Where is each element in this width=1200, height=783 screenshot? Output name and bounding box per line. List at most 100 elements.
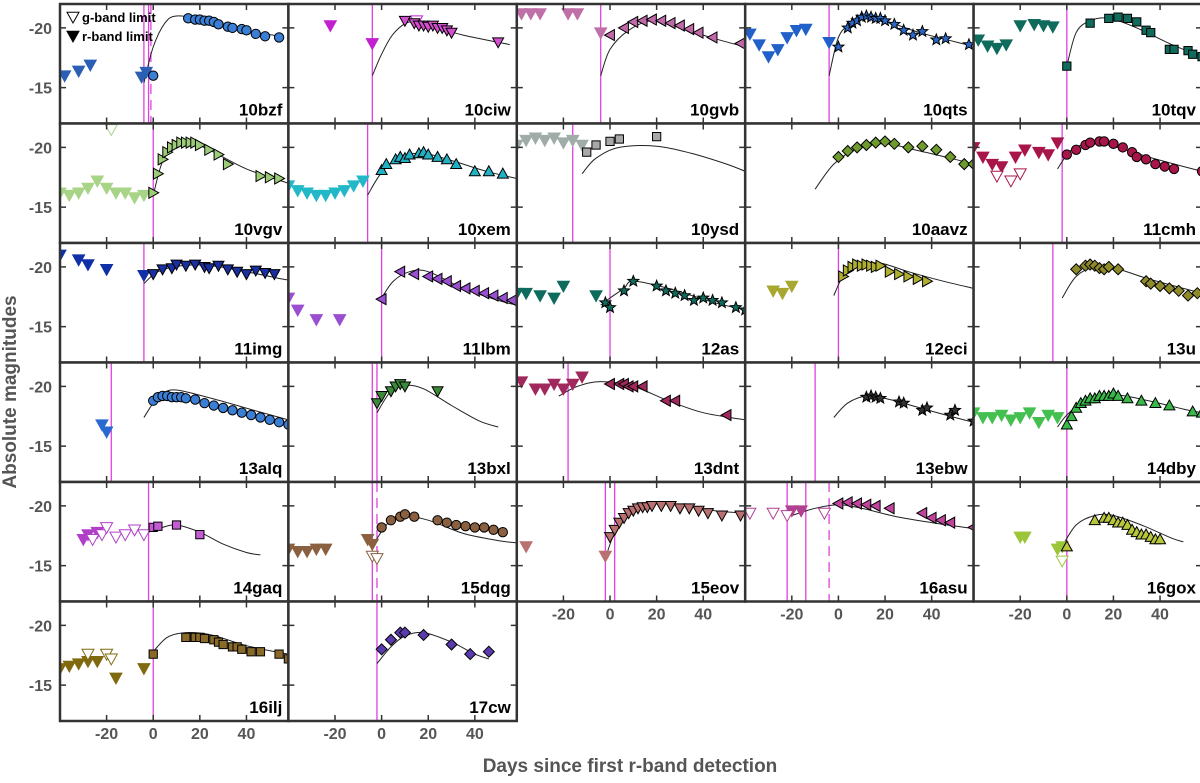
detection-marker: [240, 269, 253, 281]
x-tick-label: 40: [923, 607, 941, 624]
panel-background: [288, 482, 517, 602]
detection-marker: [431, 150, 444, 162]
panel-10vgv: [60, 123, 289, 243]
detection-marker: [468, 164, 482, 177]
r-band-limit-marker: [780, 32, 795, 45]
detection-marker: [875, 259, 887, 273]
detection-marker: [463, 647, 477, 661]
detection-marker: [603, 28, 615, 42]
detection-marker: [696, 290, 711, 304]
r-band-limit-marker: [533, 8, 547, 21]
r-band-limit-marker: [137, 663, 151, 676]
detection-marker: [1111, 263, 1125, 276]
r-band-limit-marker: [118, 187, 133, 200]
r-band-limit-marker: [556, 383, 571, 396]
detection-marker: [195, 529, 205, 540]
detection-marker: [1117, 142, 1128, 153]
r-band-limit-marker: [109, 187, 123, 200]
r-band-limit-marker: [60, 249, 67, 262]
panel-15dqg: [288, 482, 517, 602]
r-band-limit-marker: [752, 39, 767, 52]
detection-marker: [258, 267, 272, 280]
detection-marker: [894, 267, 906, 281]
panel-12eci: [745, 243, 974, 363]
detection-marker: [486, 289, 499, 302]
detection-marker: [376, 522, 387, 533]
detection-marker: [458, 282, 471, 295]
r-band-limit-marker: [328, 187, 342, 200]
detection-marker: [1085, 18, 1095, 28]
r-band-limit-marker: [71, 65, 86, 78]
r-band-limit-marker: [990, 42, 1004, 56]
r-band-limit-marker: [71, 187, 86, 200]
r-band-limit-marker: [519, 541, 533, 554]
detection-marker: [194, 138, 207, 152]
r-band-limit-marker: [789, 24, 804, 38]
x-tick-label: 40: [1151, 607, 1169, 624]
detection-marker: [496, 167, 510, 179]
panel-10ciw: [288, 4, 517, 124]
r-band-limit-marker: [575, 139, 589, 153]
detection-marker: [241, 25, 252, 36]
g-band-limit-marker: [370, 553, 384, 566]
r-band-limit-marker: [547, 378, 561, 392]
r-band-limit-marker: [137, 269, 151, 283]
y-tick-label: -20: [29, 260, 52, 277]
panel-label: 14gaq: [233, 579, 282, 598]
detection-marker: [906, 27, 920, 41]
panel-16gox: [973, 482, 1200, 602]
detection-marker: [664, 16, 676, 30]
detection-marker: [720, 408, 732, 422]
detection-marker: [888, 137, 901, 151]
g-band-limit-marker: [109, 531, 123, 544]
y-axis-label: Absolute magnitudes: [0, 295, 21, 488]
detection-marker: [887, 17, 902, 31]
detection-marker: [255, 169, 267, 183]
detection-marker: [227, 22, 238, 34]
detection-marker: [677, 288, 692, 302]
detection-marker: [398, 15, 412, 28]
model-curve: [581, 145, 746, 175]
detection-marker: [449, 157, 463, 170]
detection-marker: [255, 412, 266, 423]
panel-13dnt: [516, 362, 746, 482]
panel-background: [745, 123, 974, 243]
r-band-limit-marker: [318, 189, 333, 203]
detection-marker: [199, 633, 210, 644]
detection-marker: [421, 148, 435, 160]
x-tick-label: -20: [780, 607, 803, 624]
panel-background: [288, 601, 517, 721]
g-band-limit-marker: [817, 507, 832, 521]
r-band-limit-marker: [356, 175, 370, 188]
r-band-limit-marker: [318, 543, 333, 556]
detection-marker: [859, 498, 872, 512]
detection-marker: [896, 395, 911, 409]
detection-marker: [1060, 418, 1074, 430]
detection-marker: [152, 167, 165, 181]
detection-marker: [153, 521, 163, 531]
panel-label: 14dby: [1147, 459, 1197, 478]
detection-marker: [236, 407, 247, 418]
legend-r-marker: [66, 30, 80, 44]
detection-marker: [1195, 409, 1200, 418]
x-tick-label: 20: [648, 607, 666, 624]
detection-marker: [1135, 394, 1148, 406]
model-curve: [833, 395, 974, 423]
panel-label: 15eov: [691, 579, 740, 598]
detection-marker: [715, 510, 729, 522]
r-band-limit-marker: [309, 314, 324, 327]
r-band-limit-marker: [1050, 412, 1065, 425]
detection-marker: [654, 501, 668, 513]
detection-marker: [636, 380, 648, 393]
y-tick-label: -15: [29, 81, 52, 98]
detection-marker: [245, 409, 257, 421]
detection-marker: [831, 497, 844, 510]
panel-label: 17cw: [469, 698, 511, 717]
detection-marker: [687, 293, 701, 307]
detection-marker: [869, 499, 881, 513]
detection-marker: [860, 138, 873, 152]
detection-marker: [682, 503, 696, 515]
x-tick-label: 0: [149, 726, 158, 743]
detection-marker: [878, 13, 892, 27]
g-band-limit-marker: [1013, 168, 1028, 181]
